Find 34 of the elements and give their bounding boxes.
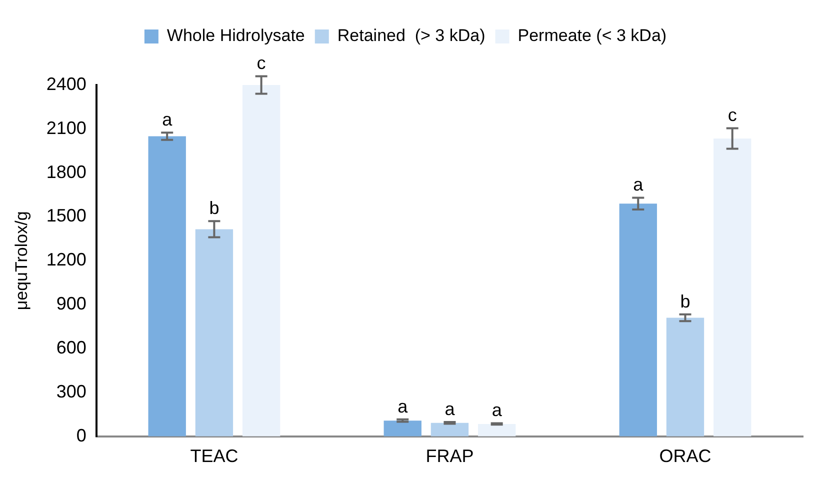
bar (148, 136, 186, 436)
y-tick-label: 1200 (46, 250, 86, 270)
y-tick-label: 1500 (46, 206, 86, 226)
bar (430, 422, 469, 436)
annotation: b (209, 198, 220, 218)
y-tick-label: 1800 (46, 162, 86, 182)
x-tick-label: ORAC (659, 446, 712, 466)
y-tick-label: 600 (56, 338, 86, 358)
annotation: a (162, 110, 174, 130)
bar (666, 318, 704, 436)
y-tick-label: 2100 (46, 118, 86, 138)
y-tick-label: 0 (76, 425, 86, 446)
bar (242, 85, 280, 436)
bar (714, 138, 752, 436)
y-axis-title: μequTrolox/g (12, 211, 31, 310)
x-tick-label: FRAP (426, 446, 474, 466)
bar (384, 420, 422, 436)
legend-label: Permeate (< 3 kDa) (518, 26, 667, 46)
bar (195, 229, 234, 436)
x-tick-label: TEAC (190, 446, 238, 466)
legend-label: Whole Hidrolysate (166, 26, 305, 46)
annotation: c (728, 105, 737, 126)
legend-label: Retained (> 3 kDa) (337, 26, 486, 46)
bar (619, 204, 657, 436)
y-tick-label: 900 (56, 294, 86, 314)
y-tick-label: 2400 (46, 74, 86, 94)
text: c (256, 53, 266, 74)
annotation: a (398, 396, 409, 416)
annotation: a (633, 174, 644, 195)
bar (478, 424, 516, 436)
annotation: a (492, 400, 503, 420)
annotation: a (444, 399, 456, 420)
y-tick-label: 300 (56, 381, 86, 402)
annotation: b (680, 291, 690, 312)
